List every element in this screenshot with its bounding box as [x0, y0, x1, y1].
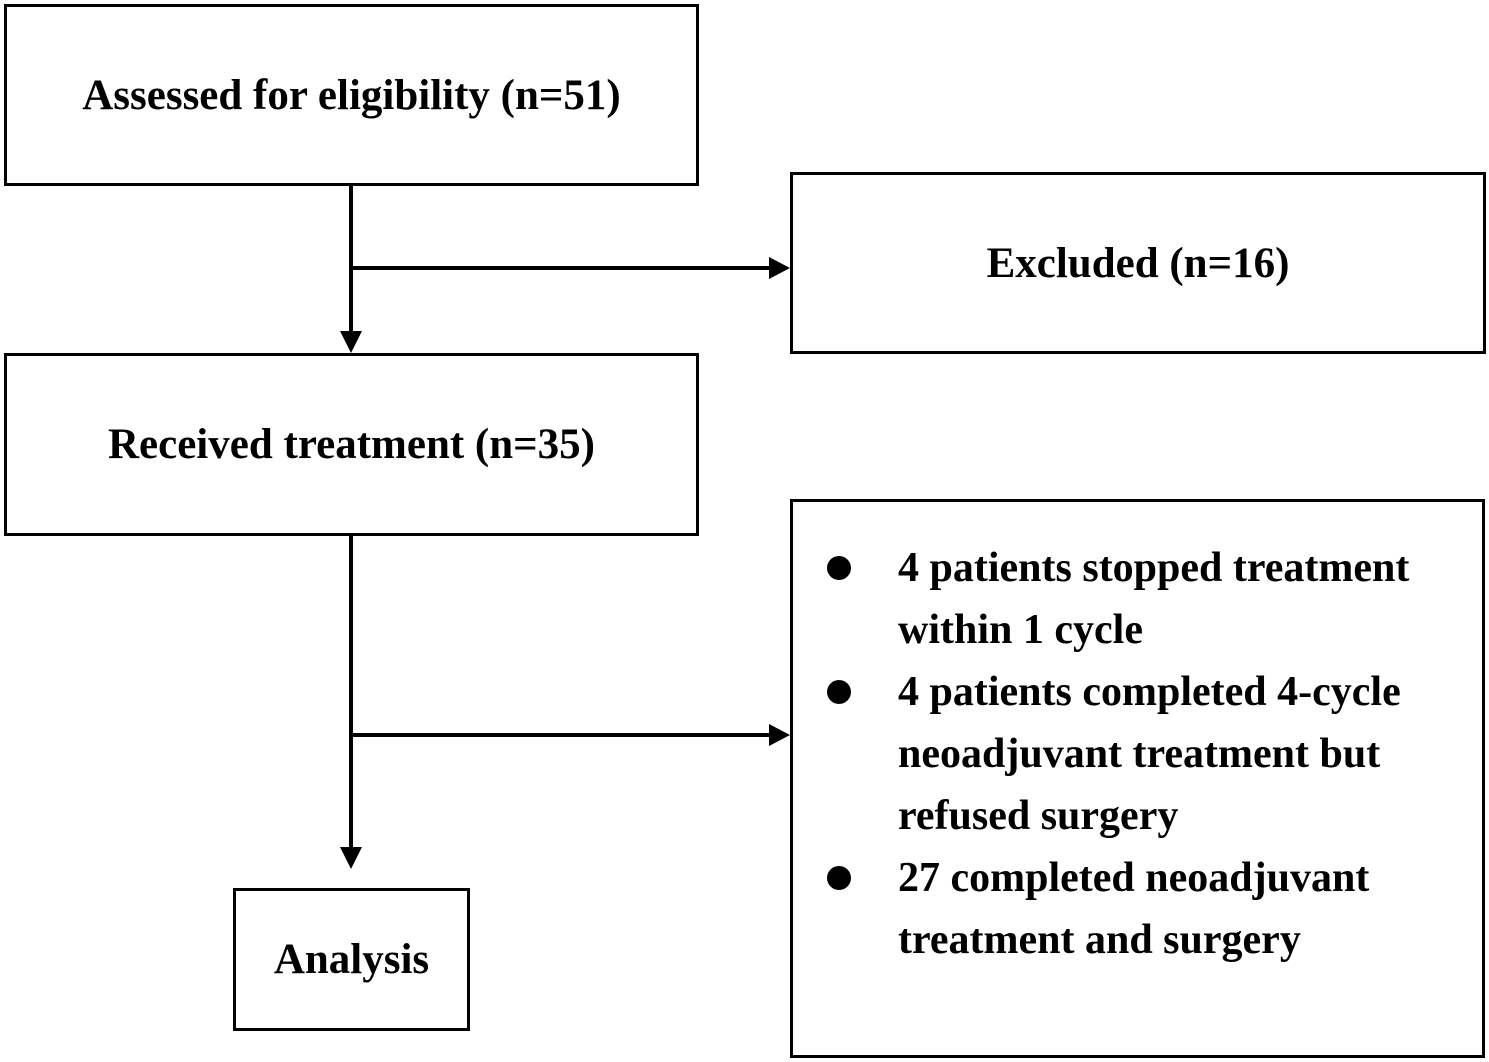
analysis-label: Analysis: [273, 936, 430, 983]
arrowhead-right-2: [769, 724, 790, 746]
outcome-item: 4 patients stopped treatment within 1 cy…: [793, 537, 1482, 661]
excluded-box: Excluded (n=16): [790, 172, 1486, 354]
received-label: Received treatment (n=35): [108, 421, 595, 468]
analysis-box: Analysis: [233, 888, 470, 1031]
excluded-label: Excluded (n=16): [986, 239, 1290, 287]
arrowhead-right-1: [769, 257, 790, 279]
assessed-box: Assessed for eligibility (n=51): [4, 4, 699, 186]
arrowhead-down-2: [340, 847, 362, 869]
arrowhead-down-1: [340, 331, 362, 353]
assessed-label: Assessed for eligibility (n=51): [82, 71, 621, 119]
received-box: Received treatment (n=35): [4, 353, 699, 536]
outcome-item: 4 patients completed 4-cycle neoadjuvant…: [793, 661, 1482, 847]
outcome-item: 27 completed neoadjuvant treatment and s…: [793, 847, 1482, 971]
bullet-icon: [827, 556, 851, 580]
outcome-text: 4 patients completed 4-cycle neoadjuvant…: [898, 669, 1401, 839]
outcomes-box: 4 patients stopped treatment within 1 cy…: [790, 499, 1485, 1058]
bullet-icon: [827, 866, 851, 890]
bullet-icon: [827, 680, 851, 704]
outcome-text: 4 patients stopped treatment within 1 cy…: [898, 545, 1410, 653]
outcome-text: 27 completed neoadjuvant treatment and s…: [898, 855, 1370, 963]
